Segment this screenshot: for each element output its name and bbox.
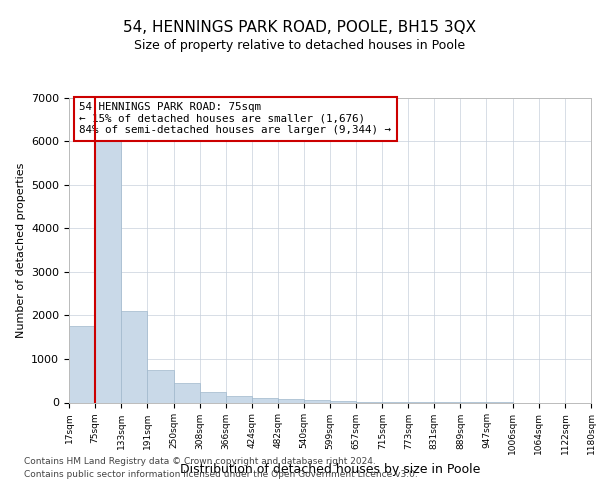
- Bar: [304, 400, 330, 402]
- Bar: [121, 311, 147, 402]
- Text: Size of property relative to detached houses in Poole: Size of property relative to detached ho…: [134, 38, 466, 52]
- Bar: [251, 398, 278, 402]
- Bar: [95, 132, 121, 402]
- Bar: [173, 383, 200, 402]
- Text: 54 HENNINGS PARK ROAD: 75sqm
← 15% of detached houses are smaller (1,676)
84% of: 54 HENNINGS PARK ROAD: 75sqm ← 15% of de…: [79, 102, 391, 136]
- Bar: [200, 392, 226, 402]
- Text: 54, HENNINGS PARK ROAD, POOLE, BH15 3QX: 54, HENNINGS PARK ROAD, POOLE, BH15 3QX: [124, 20, 476, 35]
- Text: Contains HM Land Registry data © Crown copyright and database right 2024.: Contains HM Land Registry data © Crown c…: [24, 457, 376, 466]
- Text: Contains public sector information licensed under the Open Government Licence v3: Contains public sector information licen…: [24, 470, 418, 479]
- Bar: [147, 370, 173, 402]
- Bar: [69, 326, 95, 402]
- Y-axis label: Number of detached properties: Number of detached properties: [16, 162, 26, 338]
- X-axis label: Distribution of detached houses by size in Poole: Distribution of detached houses by size …: [180, 462, 480, 475]
- Bar: [226, 396, 251, 402]
- Bar: [278, 399, 304, 402]
